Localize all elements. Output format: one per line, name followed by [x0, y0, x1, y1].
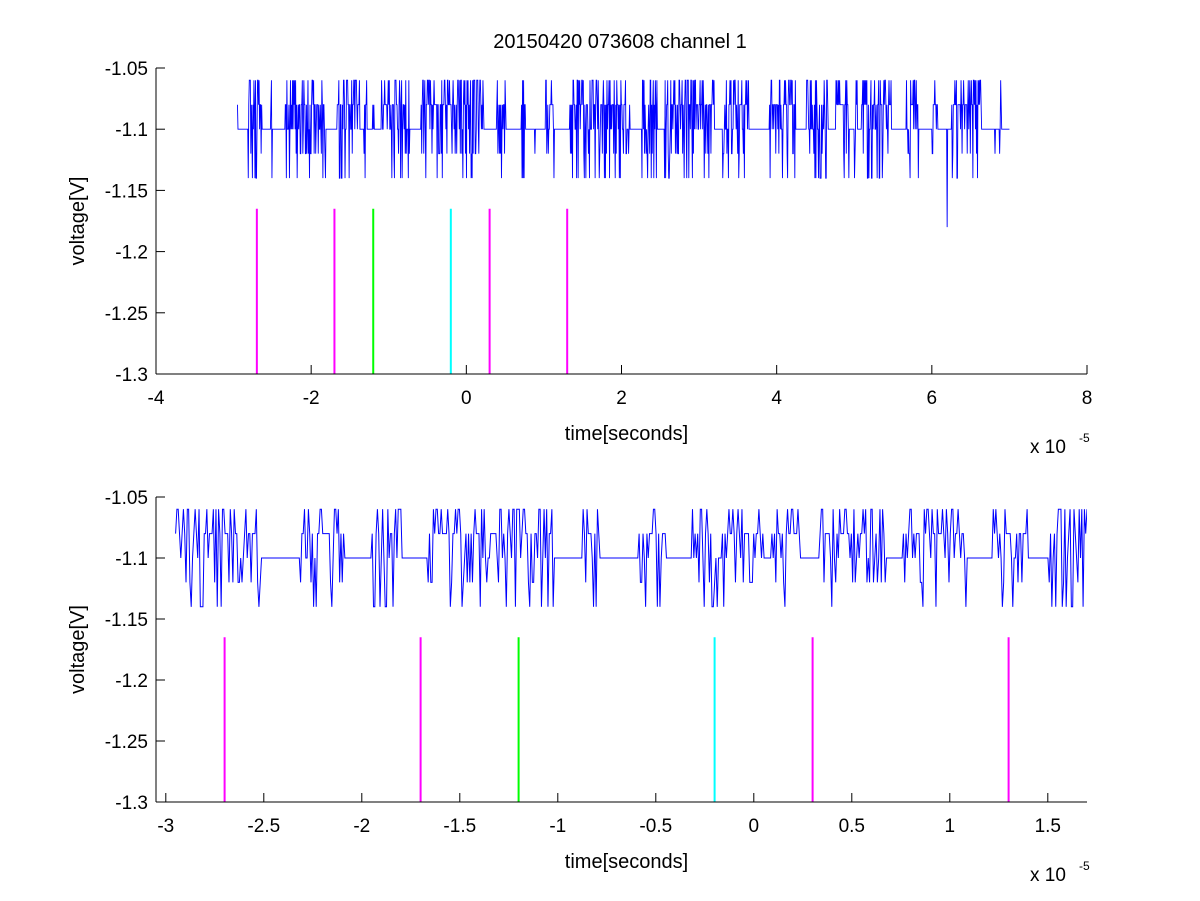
subplot-bottom: -3 -2.5 -2 -1.5 -1 -0.5 0 0.5 1 1.5 -1.3 -1.25 -1.2 -…	[67, 488, 1090, 886]
x-tick-label: 1.5	[1035, 816, 1061, 837]
x-tick-label: -4	[148, 388, 165, 409]
x-exponent-value: -5	[1079, 859, 1090, 873]
y-tick-label: -1.2	[115, 671, 148, 692]
x-tick-label: 4	[771, 388, 782, 409]
x-tick-label: 0.5	[839, 816, 865, 837]
y-axis-label: voltage[V]	[67, 605, 89, 694]
x-axis-label: time[seconds]	[565, 423, 688, 445]
x-tick-label: -1.5	[443, 816, 476, 837]
y-tick-label: -1.15	[105, 181, 148, 202]
y-axis-label: voltage[V]	[67, 177, 89, 266]
y-tick-label: -1.25	[105, 304, 148, 325]
y-tick-label: -1.2	[115, 243, 148, 264]
x-exponent-label: x 10	[1030, 865, 1066, 886]
y-tick-label: -1.05	[105, 488, 148, 509]
x-tick-label: -1	[549, 816, 566, 837]
x-tick-label: 2	[616, 388, 627, 409]
y-tick-label: -1.05	[105, 59, 148, 80]
x-tick-label: -2.5	[247, 816, 280, 837]
x-exponent-label: x 10	[1030, 437, 1066, 458]
x-exponent-value: -5	[1079, 431, 1090, 445]
x-tick-label: -2	[353, 816, 370, 837]
x-tick-label: 0	[749, 816, 760, 837]
x-tick-label: -0.5	[639, 816, 672, 837]
x-tick-label: 1	[945, 816, 956, 837]
x-tick-label: 0	[461, 388, 472, 409]
x-tick-label: -2	[303, 388, 320, 409]
x-tick-label: -3	[157, 816, 174, 837]
x-tick-label: 8	[1082, 388, 1093, 409]
x-axis-label: time[seconds]	[565, 851, 688, 873]
y-tick-label: -1.3	[115, 793, 148, 814]
x-tick-label: 6	[927, 388, 938, 409]
y-tick-label: -1.1	[115, 120, 148, 141]
y-tick-label: -1.25	[105, 732, 148, 753]
y-tick-label: -1.15	[105, 610, 148, 631]
signal-trace	[175, 508, 1087, 608]
signal-trace	[237, 79, 1010, 228]
y-tick-label: -1.1	[115, 549, 148, 570]
subplot-top: -4 -2 0 2 4 6 8 -1.3 -1.25 -1.2 -1.15 -1.1 -1.05 time…	[67, 59, 1092, 458]
y-tick-label: -1.3	[115, 365, 148, 386]
figure-title: 20150420 073608 channel 1	[493, 31, 747, 53]
